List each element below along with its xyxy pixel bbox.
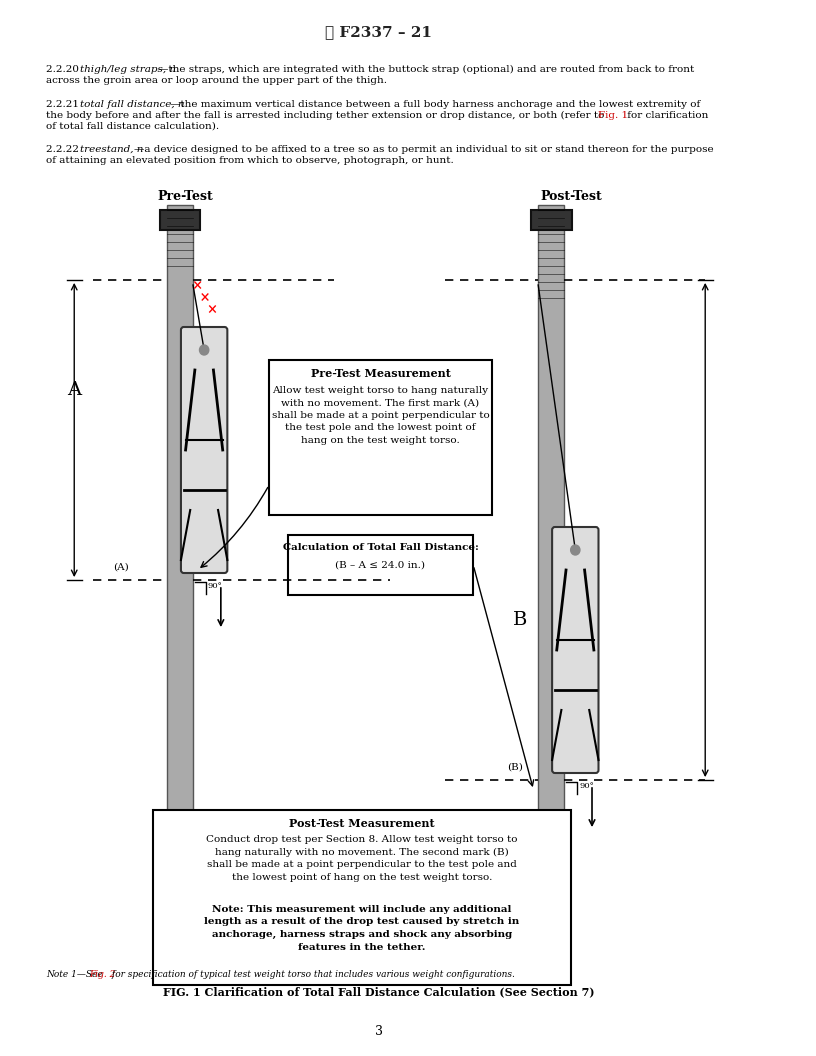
Text: A: A: [67, 381, 82, 399]
Text: FIG. 1 Clarification of Total Fall Distance Calculation (See Section 7): FIG. 1 Clarification of Total Fall Dista…: [163, 986, 594, 997]
Text: 90°: 90°: [579, 782, 594, 790]
Text: —a device designed to be affixed to a tree so as to permit an individual to sit : —a device designed to be affixed to a tr…: [134, 145, 713, 154]
FancyBboxPatch shape: [288, 535, 473, 595]
Text: (B – A ≤ 24.0 in.): (B – A ≤ 24.0 in.): [335, 561, 425, 570]
Text: the body before and after the fall is arrested including tether extension or dro: the body before and after the fall is ar…: [47, 111, 608, 120]
Text: Fig. 1: Fig. 1: [597, 111, 628, 120]
Text: of total fall distance calculation).: of total fall distance calculation).: [47, 122, 220, 131]
FancyBboxPatch shape: [539, 205, 564, 880]
Text: Note 1—See: Note 1—See: [47, 970, 106, 979]
FancyBboxPatch shape: [552, 527, 598, 773]
FancyBboxPatch shape: [530, 210, 571, 230]
Text: treestand, n: treestand, n: [80, 145, 143, 154]
Text: 2.2.21: 2.2.21: [47, 100, 86, 109]
Text: for clarification: for clarification: [623, 111, 708, 120]
Text: B: B: [512, 611, 527, 629]
Text: 90°: 90°: [208, 582, 223, 590]
FancyBboxPatch shape: [167, 205, 193, 880]
Text: Pre-Test: Pre-Test: [157, 190, 214, 203]
Text: —the maximum vertical distance between a full body harness anchorage and the low: —the maximum vertical distance between a…: [170, 100, 700, 109]
FancyBboxPatch shape: [153, 810, 570, 985]
Text: Calculation of Total Fall Distance:: Calculation of Total Fall Distance:: [282, 543, 478, 552]
Text: Post-Test Measurement: Post-Test Measurement: [289, 818, 435, 829]
Text: thigh/leg straps, n: thigh/leg straps, n: [80, 65, 175, 74]
Text: 2.2.22: 2.2.22: [47, 145, 86, 154]
Text: Ⓢ F2337 – 21: Ⓢ F2337 – 21: [325, 25, 432, 39]
Text: 3: 3: [375, 1025, 383, 1038]
Text: —the straps, which are integrated with the buttock strap (optional) and are rout: —the straps, which are integrated with t…: [157, 65, 694, 74]
Text: Fig. 2: Fig. 2: [89, 970, 115, 979]
Text: Allow test weight torso to hang naturally
with no movement. The first mark (A)
s: Allow test weight torso to hang naturall…: [272, 386, 490, 445]
Text: Conduct drop test per Section 8. Allow test weight torso to
hang naturally with : Conduct drop test per Section 8. Allow t…: [206, 835, 517, 882]
Text: across the groin area or loop around the upper part of the thigh.: across the groin area or loop around the…: [47, 76, 388, 84]
Text: (A): (A): [113, 563, 128, 572]
Text: of attaining an elevated position from which to observe, photograph, or hunt.: of attaining an elevated position from w…: [47, 156, 455, 165]
Circle shape: [570, 545, 580, 555]
Text: for specification of typical test weight torso that includes various weight conf: for specification of typical test weight…: [109, 970, 516, 979]
Text: total fall distance, n: total fall distance, n: [80, 100, 184, 109]
Text: 2.2.20: 2.2.20: [47, 65, 86, 74]
FancyBboxPatch shape: [269, 360, 492, 515]
FancyBboxPatch shape: [181, 327, 228, 573]
Text: Pre-Test Measurement: Pre-Test Measurement: [311, 367, 450, 379]
Text: Note: This measurement will include any additional
length as a result of the dro: Note: This measurement will include any …: [204, 905, 520, 951]
Text: (B): (B): [507, 763, 523, 772]
Text: Post-Test: Post-Test: [541, 190, 602, 203]
FancyBboxPatch shape: [160, 210, 201, 230]
Circle shape: [199, 345, 209, 355]
